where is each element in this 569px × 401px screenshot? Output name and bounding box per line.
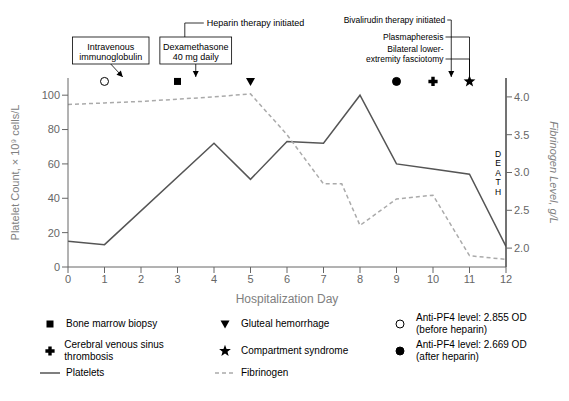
svg-text:7: 7 (320, 273, 326, 285)
svg-text:E: E (495, 158, 501, 168)
html-text:Compartment syndrome: Compartment syndrome (241, 345, 349, 356)
svg-text:Plasmapheresis: Plasmapheresis (383, 32, 443, 42)
svg-text:Bilateral lower-: Bilateral lower- (387, 44, 443, 54)
svg-text:2.5: 2.5 (514, 204, 529, 216)
svg-text:Bivalirudin therapy initiated: Bivalirudin therapy initiated (344, 15, 446, 25)
html-text:Anti-PF4 level: 2.669 OD (afte: Anti-PF4 level: 2.669 OD (after heparin) (416, 339, 527, 362)
svg-text:5: 5 (247, 273, 253, 285)
svg-text:Intravenousimmunoglobulin: Intravenousimmunoglobulin (79, 42, 142, 63)
svg-text:Fibrinogen Level, g/L: Fibrinogen Level, g/L (548, 121, 560, 224)
svg-text:T: T (495, 177, 500, 187)
svg-text:12: 12 (500, 273, 512, 285)
html-text:Platelets: Platelets (66, 367, 105, 378)
svg-text:100: 100 (42, 89, 60, 101)
svg-text:Hospitalization Day: Hospitalization Day (236, 292, 339, 306)
svg-text:Platelet Count, × 10⁹ cells/L: Platelet Count, × 10⁹ cells/L (9, 105, 21, 241)
svg-text:1: 1 (101, 273, 107, 285)
svg-text:10: 10 (427, 273, 439, 285)
html-text:Gluteal hemorrhage: Gluteal hemorrhage (241, 318, 330, 329)
html-text:Cerebral venous sinus thrombos: Cerebral venous sinus thrombosis (64, 339, 164, 362)
svg-text:4: 4 (211, 273, 217, 285)
svg-text:Dexamethasone40 mg daily: Dexamethasone40 mg daily (163, 42, 229, 63)
svg-text:9: 9 (393, 273, 399, 285)
svg-text:D: D (495, 149, 501, 159)
svg-text:2.0: 2.0 (514, 242, 529, 254)
svg-text:H: H (495, 187, 501, 197)
svg-text:80: 80 (48, 123, 60, 135)
svg-text:0: 0 (54, 261, 60, 273)
svg-text:3.0: 3.0 (514, 166, 529, 178)
svg-text:8: 8 (357, 273, 363, 285)
svg-text:3.5: 3.5 (514, 129, 529, 141)
svg-text:3: 3 (174, 273, 180, 285)
svg-text:6: 6 (284, 273, 290, 285)
svg-text:extremity fasciotomy: extremity fasciotomy (366, 54, 444, 64)
svg-text:60: 60 (48, 158, 60, 170)
svg-text:4.0: 4.0 (514, 91, 529, 103)
svg-text:Heparin therapy initiated: Heparin therapy initiated (207, 18, 305, 28)
svg-text:0: 0 (65, 273, 71, 285)
svg-text:2: 2 (138, 273, 144, 285)
svg-text:11: 11 (464, 273, 475, 285)
html-text:Anti-PF4 level: 2.855 OD (befo: Anti-PF4 level: 2.855 OD (before heparin… (416, 312, 527, 335)
svg-text:A: A (495, 168, 501, 178)
html-text:Fibrinogen: Fibrinogen (241, 367, 289, 378)
html-text:Bone marrow biopsy: Bone marrow biopsy (66, 318, 158, 329)
svg-text:40: 40 (48, 192, 60, 204)
svg-text:20: 20 (48, 227, 60, 239)
